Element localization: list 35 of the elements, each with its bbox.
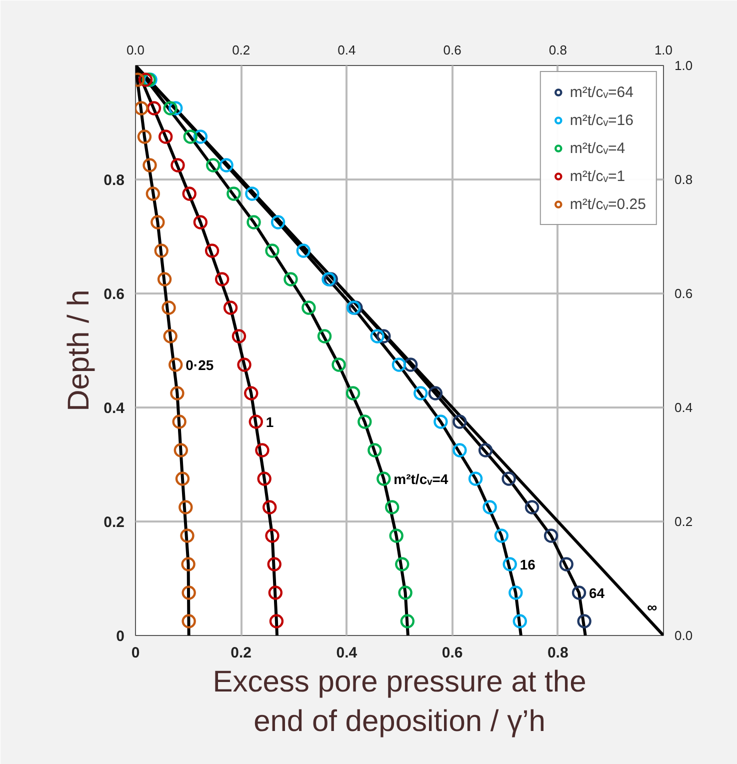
y-tick-label: 0.4 <box>104 400 126 417</box>
x2-tick-label: 0.6 <box>443 42 462 58</box>
annotation: 16 <box>520 556 536 572</box>
x2-tick-label: 0.0 <box>126 42 145 58</box>
legend-label: m²t/cᵥ=0.25 <box>570 196 646 212</box>
x-tick-label: 0.8 <box>547 644 568 662</box>
legend-label: m²t/cᵥ=1 <box>570 168 626 184</box>
annotation: ∞ <box>647 599 658 615</box>
y2-tick-label: 0.2 <box>674 514 693 529</box>
x-tick-label: 0.6 <box>442 644 463 662</box>
legend-label: m²t/cᵥ=4 <box>570 140 626 156</box>
x-tick-label: 0.2 <box>230 644 252 662</box>
x-tick-label: 0.4 <box>336 644 358 662</box>
y-tick-label: 0.2 <box>104 514 125 531</box>
y-tick-label: 0.6 <box>104 286 125 303</box>
annotation: 1 <box>266 414 274 430</box>
y2-tick-label: 0.4 <box>674 400 693 415</box>
y2-tick-label: 1.0 <box>674 58 693 73</box>
annotation: 64 <box>589 584 605 601</box>
x2-tick-label: 0.8 <box>548 42 567 58</box>
y-tick-label: 0 <box>116 628 124 645</box>
y-axis-title: Depth / h <box>62 290 96 412</box>
y2-tick-label: 0.6 <box>674 286 693 301</box>
x2-tick-label: 0.2 <box>232 42 250 58</box>
y2-tick-label: 0.0 <box>674 628 693 643</box>
legend-label: m²t/cᵥ=64 <box>570 84 634 100</box>
annotation: m²t/cᵥ=4 <box>394 470 448 487</box>
legend-label: m²t/cᵥ=16 <box>570 112 634 128</box>
x2-tick-label: 1.0 <box>654 42 673 58</box>
x2-tick-label: 0.4 <box>338 42 356 58</box>
x-tick-label: 0 <box>131 644 140 662</box>
x-axis-title: Excess pore pressure at the end of deposition / γ’h <box>212 666 586 738</box>
y-tick-label: 0.8 <box>104 172 125 189</box>
annotation: 0·25 <box>186 356 214 373</box>
y2-tick-label: 0.8 <box>674 172 693 187</box>
